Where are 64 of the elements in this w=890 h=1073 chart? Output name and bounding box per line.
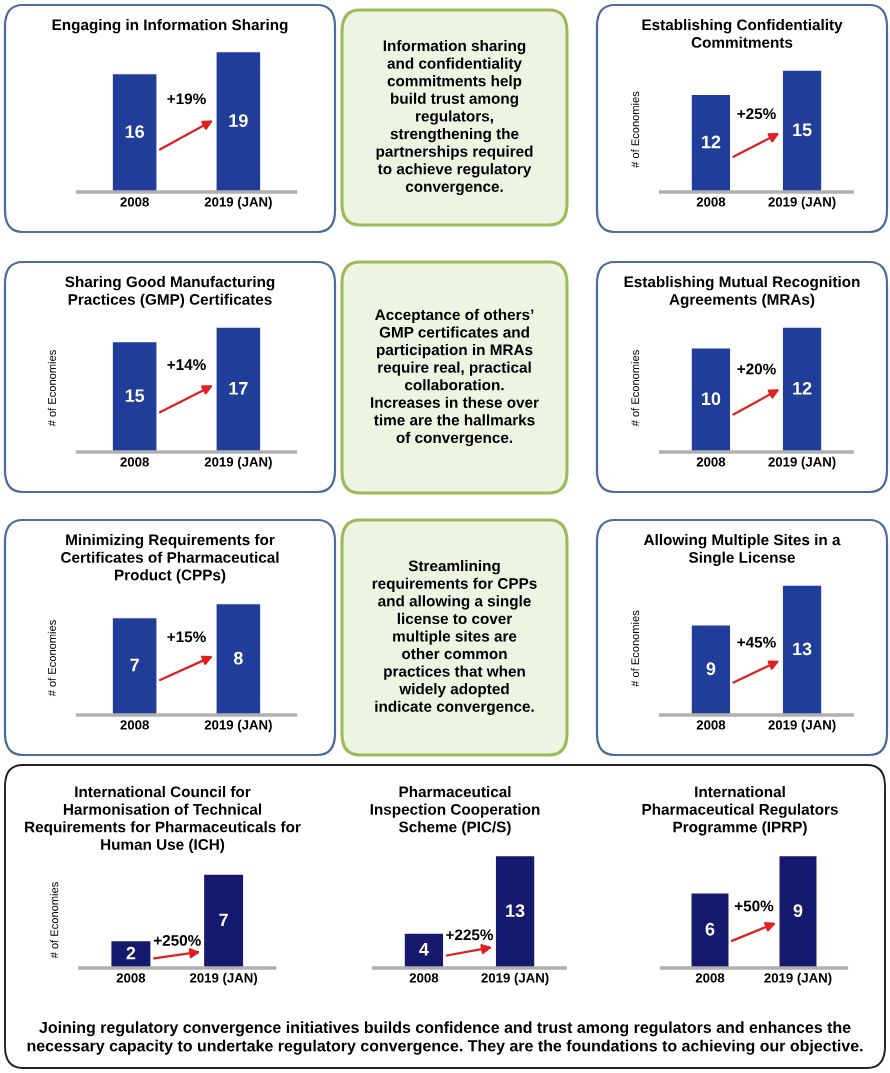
data-label: 9 — [706, 662, 716, 676]
annotation: +20% — [737, 363, 776, 375]
chart-title: Sharing Good Manufacturing Practices (GMP) Certificates — [65, 276, 275, 308]
annotation: +15% — [167, 631, 206, 643]
x-tick-label: 2019 (JAN) — [204, 196, 272, 210]
annotation: +250% — [153, 934, 201, 946]
x-tick-label: 2008 — [696, 457, 726, 467]
x-tick-label: 2008 — [120, 457, 149, 467]
text: Streamlining requirements for CPPs and allowing a single license to cover multiple sites are other common practices that when widely adopted indicate convergence. — [372, 560, 537, 715]
data-label: 19 — [229, 114, 248, 127]
data-label: 12 — [702, 135, 721, 149]
x-tick-label: 2019 (JAN) — [204, 456, 272, 470]
chart-title: Establishing Confidentiality Commitments — [642, 19, 843, 48]
x-tick-label: 2019 (JAN) — [764, 972, 832, 986]
data-label: 12 — [793, 381, 812, 395]
data-label: 15 — [793, 123, 812, 137]
chart-title: Minimizing Requirements for Certificates of Pharmaceutical Product (CPPs) — [61, 534, 279, 584]
x-tick-label: 2008 — [696, 720, 726, 730]
y-axis-title: # of Economies — [631, 91, 640, 168]
y-axis-title: # of Economies — [631, 350, 640, 427]
x-tick-label: 2019 (JAN) — [204, 719, 272, 733]
annotation: +225% — [446, 929, 494, 941]
chart-title: Pharmaceutical Inspection Cooperation Scheme (PIC/S) — [370, 786, 540, 836]
data-label: 9 — [793, 904, 803, 918]
data-label: 7 — [219, 913, 228, 927]
x-tick-label: 2008 — [120, 720, 149, 730]
x-tick-label: 2008 — [409, 973, 439, 983]
data-label: 4 — [419, 943, 429, 956]
text: Information sharing and confidentiality commitments help build trust among regulators, strengthening the partnerships required to achieve regulatory convergence. — [376, 39, 533, 196]
data-label: 6 — [705, 922, 715, 936]
x-tick-label: 2019 (JAN) — [768, 456, 836, 470]
data-label: 13 — [506, 904, 525, 918]
chart-title: Allowing Multiple Sites in a Single License — [643, 534, 841, 566]
text: Joining regulatory convergence initiatives builds confidence and trust among regulators and enhances the necessary capacity to undertake regulatory convergence. They are the foundations to achieving our objective. — [27, 1021, 863, 1055]
data-label: 2 — [126, 946, 136, 960]
x-tick-label: 2019 (JAN) — [189, 972, 258, 986]
data-label: 13 — [793, 642, 812, 656]
text: Acceptance of others’ GMP certificates and participation in MRAs require real, practical collaboration. Increases in these over time are the hallmarks of convergence. — [371, 308, 539, 447]
x-tick-label: 2019 (JAN) — [481, 972, 549, 986]
x-tick-label: 2019 (JAN) — [768, 196, 836, 210]
x-tick-label: 2008 — [695, 973, 725, 983]
y-axis-title: # of Economies — [631, 610, 640, 687]
data-label: 16 — [125, 125, 145, 138]
y-axis-title: # of Economies — [47, 620, 56, 697]
data-label: 15 — [125, 389, 145, 403]
chart-title: Establishing Mutual Recognition Agreements (MRAs) — [624, 276, 860, 308]
annotation: +19% — [167, 93, 206, 105]
x-tick-label: 2008 — [696, 197, 726, 207]
x-tick-label: 2019 (JAN) — [768, 719, 836, 733]
x-tick-label: 2008 — [120, 197, 149, 207]
y-axis-title: # of Economies — [47, 350, 56, 427]
chart-title: International Pharmaceutical Regulators Programme (IPRP) — [642, 786, 838, 836]
annotation: +45% — [737, 636, 776, 648]
chart-title: International Council for Harmonisation of Technical Requirements for Pharmaceuticals for Human Use (ICH) — [25, 786, 301, 853]
x-tick-label: 2008 — [116, 973, 146, 983]
annotation: +14% — [167, 359, 206, 370]
data-label: 7 — [130, 658, 139, 672]
y-axis-title: # of Economies — [50, 882, 59, 959]
annotation: +25% — [737, 108, 776, 120]
data-label: 17 — [229, 382, 248, 395]
chart-title: Engaging in Information Sharing — [52, 19, 288, 34]
data-label: 8 — [233, 651, 243, 665]
data-label: 10 — [702, 392, 721, 406]
annotation: +50% — [734, 900, 774, 912]
